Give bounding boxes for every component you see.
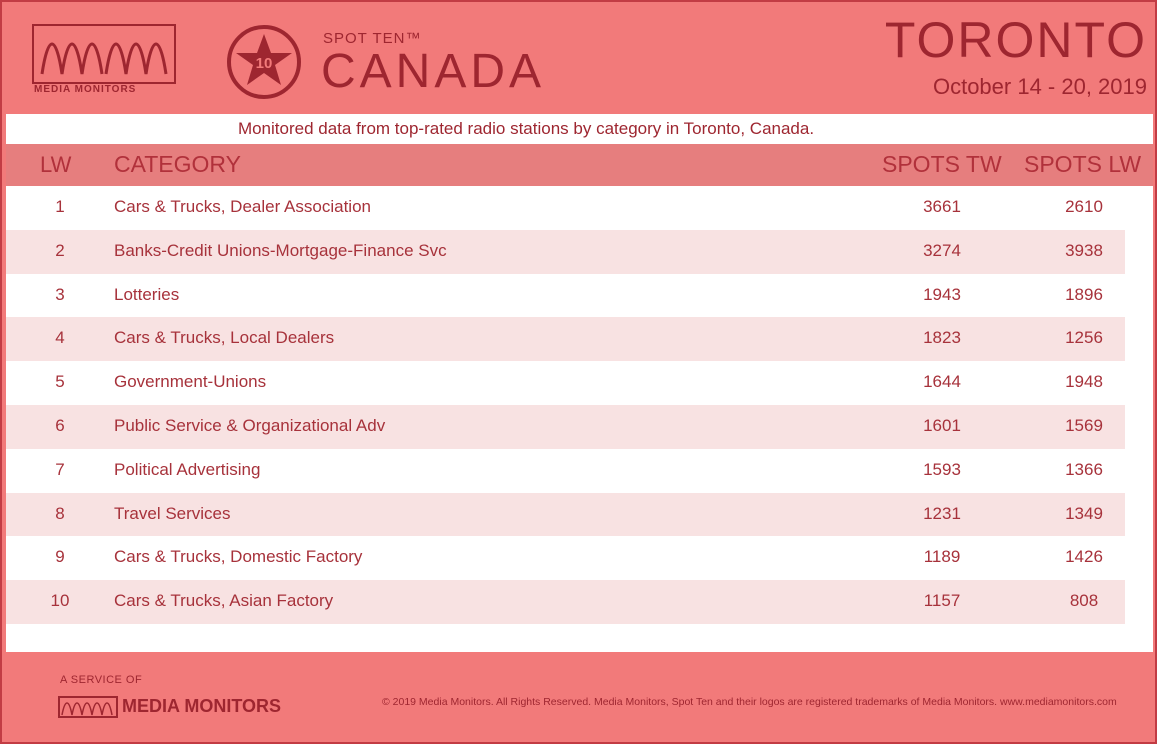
row-rank: 5 bbox=[55, 372, 65, 392]
row-spots-tw: 1593 bbox=[923, 459, 961, 479]
row-rank: 2 bbox=[55, 240, 65, 260]
table-row: 10 Cars & Trucks, Asian Factory 1157 808 bbox=[6, 580, 1125, 624]
row-category: Public Service & Organizational Adv bbox=[114, 415, 386, 435]
row-spots-tw: 3274 bbox=[923, 240, 961, 260]
copyright-notice: © 2019 Media Monitors. All Rights Reserv… bbox=[382, 696, 1117, 708]
row-category: Cars & Trucks, Domestic Factory bbox=[114, 547, 363, 567]
row-spots-tw: 1823 bbox=[923, 328, 961, 348]
row-spots-lw: 3938 bbox=[1065, 240, 1103, 260]
report-content: Monitored data from top-rated radio stat… bbox=[6, 114, 1153, 652]
row-spots-tw: 1157 bbox=[923, 591, 961, 611]
row-rank: 7 bbox=[55, 459, 65, 479]
spot-ten-badge-icon: 10 bbox=[226, 24, 302, 100]
row-rank: 6 bbox=[55, 415, 65, 435]
row-spots-lw: 808 bbox=[1069, 591, 1099, 611]
row-spots-lw: 1426 bbox=[1065, 547, 1103, 567]
column-header-spots-tw: SPOTS TW bbox=[882, 151, 1002, 177]
row-spots-tw: 3661 bbox=[923, 197, 961, 216]
table-row: 7 Political Advertising 1593 1366 bbox=[6, 449, 1125, 493]
row-spots-lw: 1366 bbox=[1065, 459, 1103, 479]
footer-waveform-icon bbox=[58, 696, 118, 718]
city-name: TORONTO bbox=[884, 12, 1147, 68]
row-category: Cars & Trucks, Dealer Association bbox=[114, 197, 371, 216]
row-rank: 8 bbox=[55, 503, 65, 523]
row-rank: 4 bbox=[55, 328, 65, 348]
row-category: Political Advertising bbox=[114, 459, 261, 479]
row-category: Lotteries bbox=[114, 284, 180, 304]
table-row: 6 Public Service & Organizational Adv 16… bbox=[6, 404, 1125, 449]
report-footer: A SERVICE OF MEDIA MONITORS © 2019 Media… bbox=[2, 652, 1155, 742]
badge-number: 10 bbox=[256, 55, 273, 72]
table-row: 1 Cars & Trucks, Dealer Association 3661… bbox=[6, 186, 1125, 230]
page-title: CANADA bbox=[321, 45, 546, 98]
row-rank: 10 bbox=[50, 591, 70, 611]
row-spots-tw: 1189 bbox=[923, 547, 961, 567]
row-rank: 3 bbox=[55, 284, 65, 304]
table-header: LW CATEGORY SPOTS TW SPOTS LW bbox=[6, 144, 1153, 186]
table-row: 4 Cars & Trucks, Local Dealers 1823 1256 bbox=[6, 317, 1125, 362]
row-rank: 1 bbox=[55, 197, 65, 216]
row-spots-lw: 1569 bbox=[1065, 415, 1103, 435]
media-monitors-logo: MEDIA MONITORS bbox=[32, 24, 176, 95]
row-spots-lw: 1948 bbox=[1065, 372, 1103, 392]
logo-waveform-icon bbox=[32, 24, 176, 84]
row-spots-tw: 1943 bbox=[923, 284, 961, 304]
report-subtitle: Monitored data from top-rated radio stat… bbox=[237, 119, 815, 138]
report-header: MEDIA MONITORS 10 SPOT TEN™ CANADA TORON… bbox=[2, 2, 1155, 114]
row-spots-tw: 1601 bbox=[923, 415, 961, 435]
row-spots-lw: 2610 bbox=[1065, 197, 1103, 216]
row-category: Banks-Credit Unions-Mortgage-Finance Svc bbox=[114, 240, 447, 260]
row-rank: 9 bbox=[55, 547, 65, 567]
row-category: Travel Services bbox=[114, 503, 231, 523]
table-row: 2 Banks-Credit Unions-Mortgage-Finance S… bbox=[6, 229, 1125, 274]
service-of-label: A SERVICE OF bbox=[60, 674, 143, 686]
spot-ten-label: SPOT TEN™ bbox=[323, 30, 422, 47]
row-spots-lw: 1896 bbox=[1065, 284, 1103, 304]
table-row: 9 Cars & Trucks, Domestic Factory 1189 1… bbox=[6, 536, 1125, 580]
row-spots-tw: 1231 bbox=[923, 503, 961, 523]
row-spots-lw: 1349 bbox=[1065, 503, 1103, 523]
date-range: October 14 - 20, 2019 bbox=[932, 74, 1147, 99]
row-spots-tw: 1644 bbox=[923, 372, 961, 392]
row-spots-lw: 1256 bbox=[1065, 328, 1103, 348]
row-category: Cars & Trucks, Asian Factory bbox=[114, 591, 334, 611]
column-header-category: CATEGORY bbox=[114, 151, 241, 177]
row-category: Cars & Trucks, Local Dealers bbox=[114, 328, 335, 348]
footer-brand: MEDIA MONITORS bbox=[122, 696, 282, 716]
row-category: Government-Unions bbox=[114, 372, 267, 392]
table-row: 3 Lotteries 1943 1896 bbox=[6, 274, 1125, 318]
column-header-lw: LW bbox=[40, 152, 72, 177]
table-row: 5 Government-Unions 1644 1948 bbox=[6, 361, 1125, 405]
logo-text: MEDIA MONITORS bbox=[34, 84, 137, 95]
column-header-spots-lw: SPOTS LW bbox=[1024, 151, 1142, 177]
table-row: 8 Travel Services 1231 1349 bbox=[6, 492, 1125, 537]
table-body: 1 Cars & Trucks, Dealer Association 3661… bbox=[6, 186, 1153, 624]
